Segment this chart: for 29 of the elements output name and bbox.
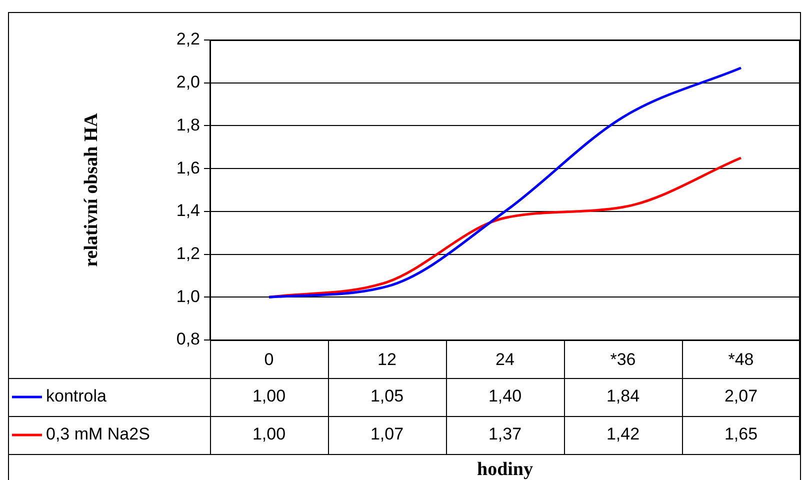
data-label: 1,65 [724, 424, 758, 444]
y-tick-label: 1,8 [176, 115, 200, 134]
y-axis-title: relativní obsah HA [80, 112, 102, 267]
y-tick-label: 1,2 [176, 244, 200, 263]
data-label: 1,84 [606, 386, 640, 406]
legend-label: 0,3 mM Na2S [46, 424, 150, 444]
line-series [268, 66, 742, 298]
x-tick-label: *36 [610, 350, 636, 369]
data-label: 1,37 [488, 424, 522, 444]
x-tick-label: 12 [378, 350, 396, 369]
data-label: 1,00 [252, 424, 286, 444]
y-tick-label: 1,6 [176, 158, 200, 178]
line-series [268, 156, 742, 298]
data-label: 2,07 [724, 386, 758, 406]
x-tick-label: 0 [264, 350, 274, 369]
y-tick-label: 1,4 [176, 201, 200, 220]
y-tick-label: 2,2 [176, 30, 200, 49]
data-label: 1,40 [488, 386, 522, 406]
y-tick-label: 1,0 [176, 286, 200, 306]
data-label: 1,05 [370, 386, 404, 406]
legend-label: kontrola [46, 386, 108, 406]
x-tick-label: *48 [728, 350, 754, 369]
data-label: 1,42 [606, 424, 640, 444]
y-tick-label: 0,8 [176, 330, 200, 349]
data-label: 1,07 [370, 424, 404, 444]
x-tick-label: 24 [496, 350, 514, 369]
y-tick-label: 2,0 [176, 72, 200, 92]
x-axis-title: hodiny [477, 458, 534, 480]
data-label: 1,00 [252, 386, 286, 406]
